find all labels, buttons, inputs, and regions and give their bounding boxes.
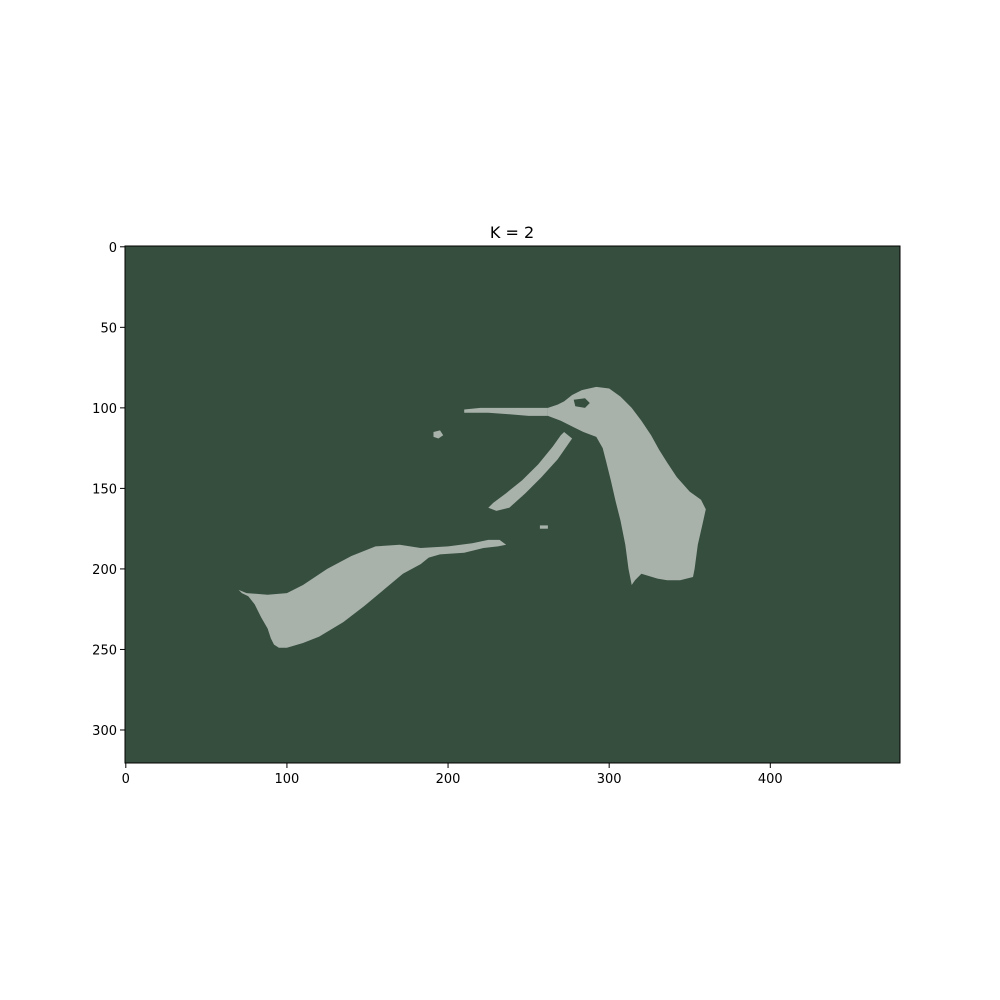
cluster-1-region-2	[464, 407, 548, 416]
cluster-1-region-5	[539, 525, 548, 529]
x-tick-label: 400	[758, 772, 783, 787]
y-axis: 0 50 100 150 200 250 300	[92, 241, 125, 739]
cluster-1-region-3	[488, 432, 573, 511]
y-tick-label: 0	[109, 241, 117, 256]
y-tick-label: 50	[100, 321, 117, 336]
cluster-1-region-0	[238, 539, 507, 648]
y-tick-label: 200	[92, 563, 117, 578]
x-tick-label: 200	[436, 772, 461, 787]
x-tick-label: 100	[275, 772, 300, 787]
y-tick-label: 100	[92, 402, 117, 417]
cluster-0-region-7	[573, 398, 590, 408]
x-tick-label: 300	[597, 772, 622, 787]
cluster-regions	[238, 386, 706, 648]
plot-frame	[124, 245, 901, 764]
y-tick-label: 150	[92, 482, 117, 497]
cluster-1-region-4	[433, 430, 444, 439]
y-tick-label: 300	[92, 724, 117, 739]
cluster-1-region-1	[547, 386, 706, 585]
y-tick-label: 250	[92, 643, 117, 658]
x-tick-label: 0	[122, 772, 130, 787]
x-axis: 0 100 200 300 400	[122, 763, 783, 787]
plot-area	[124, 245, 901, 764]
chart-title: K = 2	[490, 223, 534, 242]
cluster-1-region-6	[517, 491, 523, 497]
